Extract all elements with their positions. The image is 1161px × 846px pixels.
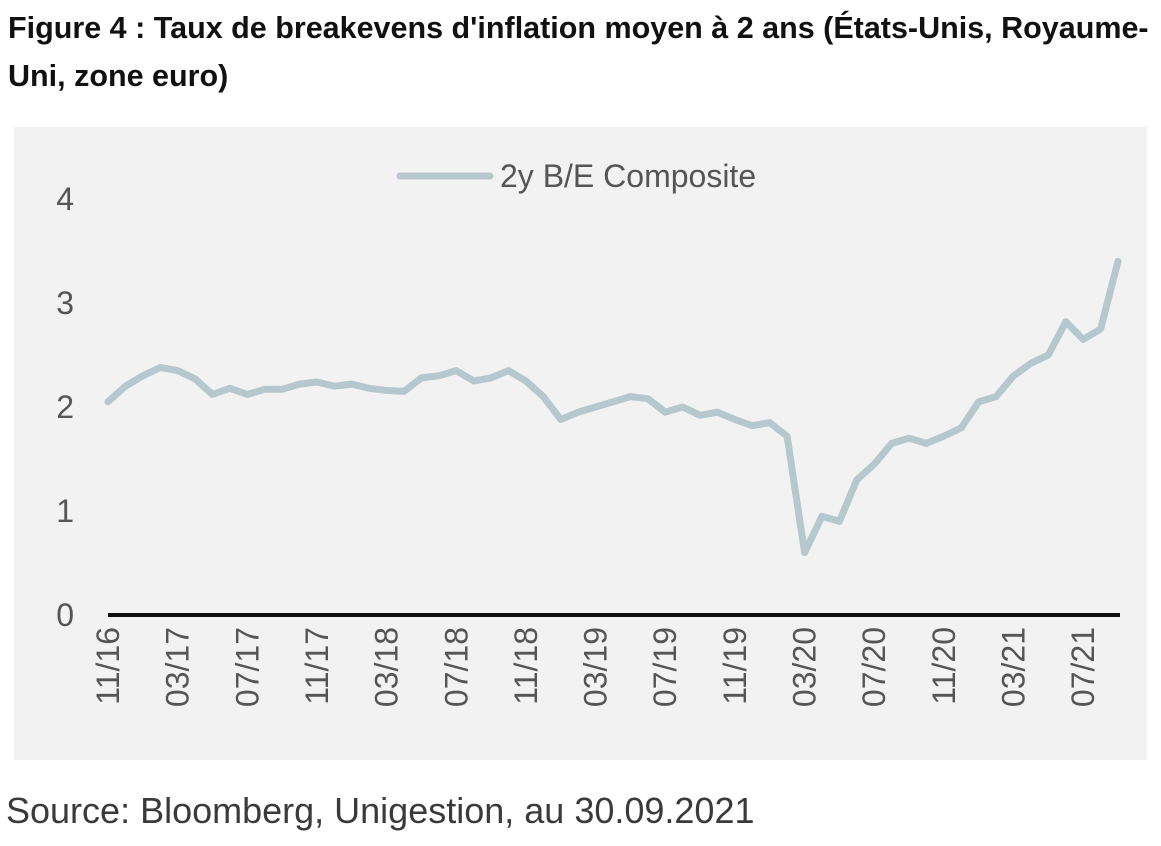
y-tick-label: 1 xyxy=(56,493,74,529)
x-tick-label: 03/18 xyxy=(369,627,405,707)
series-line-2y-be-composite xyxy=(104,257,1122,557)
legend-label: 2y B/E Composite xyxy=(500,158,756,194)
y-tick-label: 3 xyxy=(56,285,74,321)
y-tick-label: 0 xyxy=(56,597,74,633)
source-note: Source: Bloomberg, Unigestion, au 30.09.… xyxy=(6,790,755,831)
x-tick-label: 03/20 xyxy=(787,627,823,707)
x-tick-label: 03/21 xyxy=(996,627,1032,707)
y-tick-label: 4 xyxy=(56,181,74,217)
x-tick-label: 03/19 xyxy=(578,627,614,707)
x-tick-label: 11/16 xyxy=(90,627,126,705)
x-tick-label: 11/20 xyxy=(926,627,962,705)
x-tick-label: 07/17 xyxy=(229,627,265,707)
line-chart: 0 1 2 3 4 11/16 03/17 07/17 11/17 03/18 07/18 11/18… xyxy=(56,158,1122,707)
x-tick-label: 07/19 xyxy=(647,627,683,707)
x-tick-label: 07/20 xyxy=(856,627,892,707)
x-tick-label: 11/19 xyxy=(717,627,753,705)
chart-plot-area: 0 1 2 3 4 11/16 03/17 07/17 11/17 03/18 07/18 11/18… xyxy=(14,127,1147,760)
x-tick-label: 07/18 xyxy=(438,627,474,707)
x-tick-label: 11/18 xyxy=(508,627,544,705)
x-tick-label: 11/17 xyxy=(299,627,335,705)
chart-title: Figure 4 : Taux de breakevens d'inflatio… xyxy=(8,11,1149,93)
x-tick-label: 03/17 xyxy=(160,627,196,707)
x-tick-label: 07/21 xyxy=(1065,627,1101,707)
y-tick-label: 2 xyxy=(56,389,74,425)
